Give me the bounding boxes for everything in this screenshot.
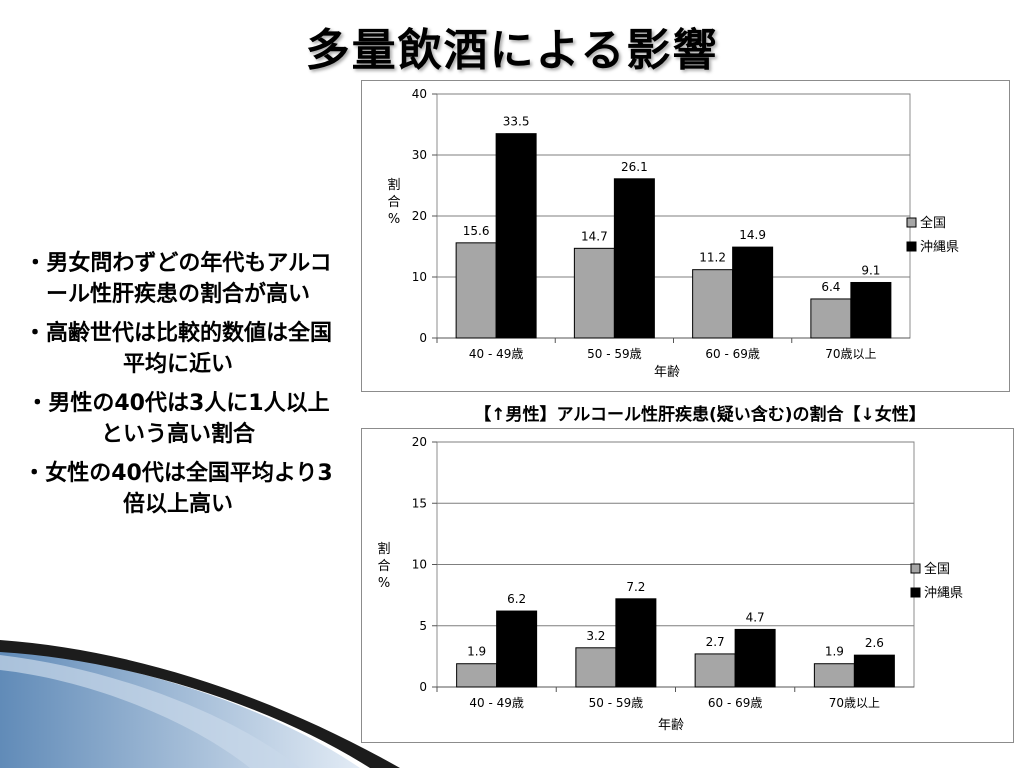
female-x-tick-label: 40 - 49歳 — [469, 696, 524, 710]
male-bar-okinawa — [850, 281, 892, 339]
bullet-item: ・男性の40代は3人に1人以上という高い割合 — [26, 391, 330, 447]
male-y-tick-label: 40 — [412, 87, 427, 101]
male-bar-okinawa — [613, 178, 655, 339]
female-data-label: 1.9 — [467, 645, 486, 659]
female-legend-swatch-okinawa — [910, 587, 921, 598]
female-bar-national — [575, 647, 617, 688]
female-bar-okinawa — [734, 628, 776, 688]
male-y-axis-label: 割 — [387, 177, 400, 193]
female-chart: 0 5 10 15 20 40 - 49歳 1.9 6.2 50 - 59歳 3.2 7.2 60 -… — [361, 428, 1014, 743]
male-x-tick-label: 70歳以上 — [825, 347, 876, 361]
female-y-tick-label: 5 — [419, 619, 427, 633]
female-data-label: 1.9 — [825, 645, 844, 659]
bullet-list: ・男女問わずどの年代もアルコール性肝疾患の割合が高い ・高齢世代は比較的数値は全… — [18, 248, 338, 528]
female-bar-okinawa — [853, 654, 895, 688]
male-x-axis-label: 年齢 — [654, 365, 680, 380]
male-y-axis-label: % — [388, 212, 400, 227]
female-legend-label: 全国 — [924, 561, 950, 577]
female-bar-national — [694, 653, 736, 688]
female-data-label: 2.7 — [706, 635, 725, 649]
female-x-axis-label: 年齢 — [658, 718, 684, 733]
male-data-label: 11.2 — [699, 251, 726, 265]
female-y-tick-label: 10 — [412, 558, 427, 572]
male-bar-national — [573, 247, 615, 339]
male-data-label: 14.9 — [739, 228, 766, 242]
female-data-label: 7.2 — [626, 580, 645, 594]
male-data-label: 26.1 — [621, 160, 648, 174]
male-legend-label: 全国 — [920, 215, 946, 231]
male-data-label: 14.7 — [581, 229, 608, 243]
female-data-label: 2.6 — [865, 636, 884, 650]
female-legend-swatch-national — [910, 563, 921, 574]
male-legend-label: 沖縄県 — [920, 240, 959, 255]
male-chart-svg: 0 10 20 30 40 40 - 49歳 15.6 33.5 50 - 59歳 14.7 26.… — [387, 87, 959, 380]
male-bar-okinawa — [732, 246, 774, 339]
female-bar-okinawa — [496, 610, 538, 688]
male-bar-okinawa — [495, 133, 537, 339]
female-x-tick-label: 50 - 59歳 — [589, 696, 644, 710]
male-chart: 0 10 20 30 40 40 - 49歳 15.6 33.5 50 - 59歳 14.7 26.… — [361, 80, 1010, 392]
female-x-tick-label: 60 - 69歳 — [708, 696, 763, 710]
female-bar-okinawa — [615, 598, 657, 688]
female-y-tick-label: 0 — [419, 680, 427, 694]
bullet-item: ・女性の40代は全国平均より3倍以上高い — [23, 461, 333, 517]
male-data-label: 33.5 — [503, 115, 530, 129]
male-y-tick-label: 0 — [419, 331, 427, 345]
female-data-label: 6.2 — [507, 592, 526, 606]
female-legend-label: 沖縄県 — [924, 586, 963, 601]
male-legend-swatch-national — [906, 217, 917, 228]
male-x-tick-label: 40 - 49歳 — [469, 347, 524, 361]
female-bar-national — [456, 663, 498, 688]
male-y-tick-label: 20 — [412, 209, 427, 223]
male-bar-national — [455, 242, 497, 339]
female-y-axis-label: % — [378, 576, 390, 591]
chart-caption: 【↑男性】アルコール性肝疾患(疑い含む)の割合【↓女性】 — [474, 405, 926, 425]
female-data-label: 3.2 — [586, 629, 605, 643]
female-bar-national — [813, 663, 855, 688]
male-data-label: 6.4 — [821, 280, 840, 294]
bullet-item: ・男女問わずどの年代もアルコール性肝疾患の割合が高い — [24, 251, 332, 307]
slide-title: 多量飲酒による影響 — [305, 25, 719, 76]
female-data-label: 4.7 — [746, 610, 765, 624]
male-y-tick-label: 10 — [412, 270, 427, 284]
male-data-label: 9.1 — [861, 263, 880, 277]
male-x-tick-label: 60 - 69歳 — [705, 347, 760, 361]
female-y-axis-label: 合 — [377, 559, 390, 574]
male-y-axis-label: 合 — [387, 195, 400, 210]
female-chart-svg: 0 5 10 15 20 40 - 49歳 1.9 6.2 50 - 59歳 3.2 7.2 60 -… — [377, 435, 963, 733]
male-x-tick-label: 50 - 59歳 — [587, 347, 642, 361]
female-x-tick-label: 70歳以上 — [829, 696, 880, 710]
female-y-axis-label: 割 — [377, 541, 390, 557]
male-bar-national — [810, 298, 852, 339]
bullet-item: ・高齢世代は比較的数値は全国平均に近い — [23, 321, 332, 377]
male-legend-swatch-okinawa — [906, 241, 917, 252]
female-y-tick-label: 15 — [412, 496, 427, 510]
female-y-tick-label: 20 — [412, 435, 427, 449]
male-y-tick-label: 30 — [412, 148, 427, 162]
male-data-label: 15.6 — [463, 224, 490, 238]
male-bar-national — [692, 269, 734, 339]
